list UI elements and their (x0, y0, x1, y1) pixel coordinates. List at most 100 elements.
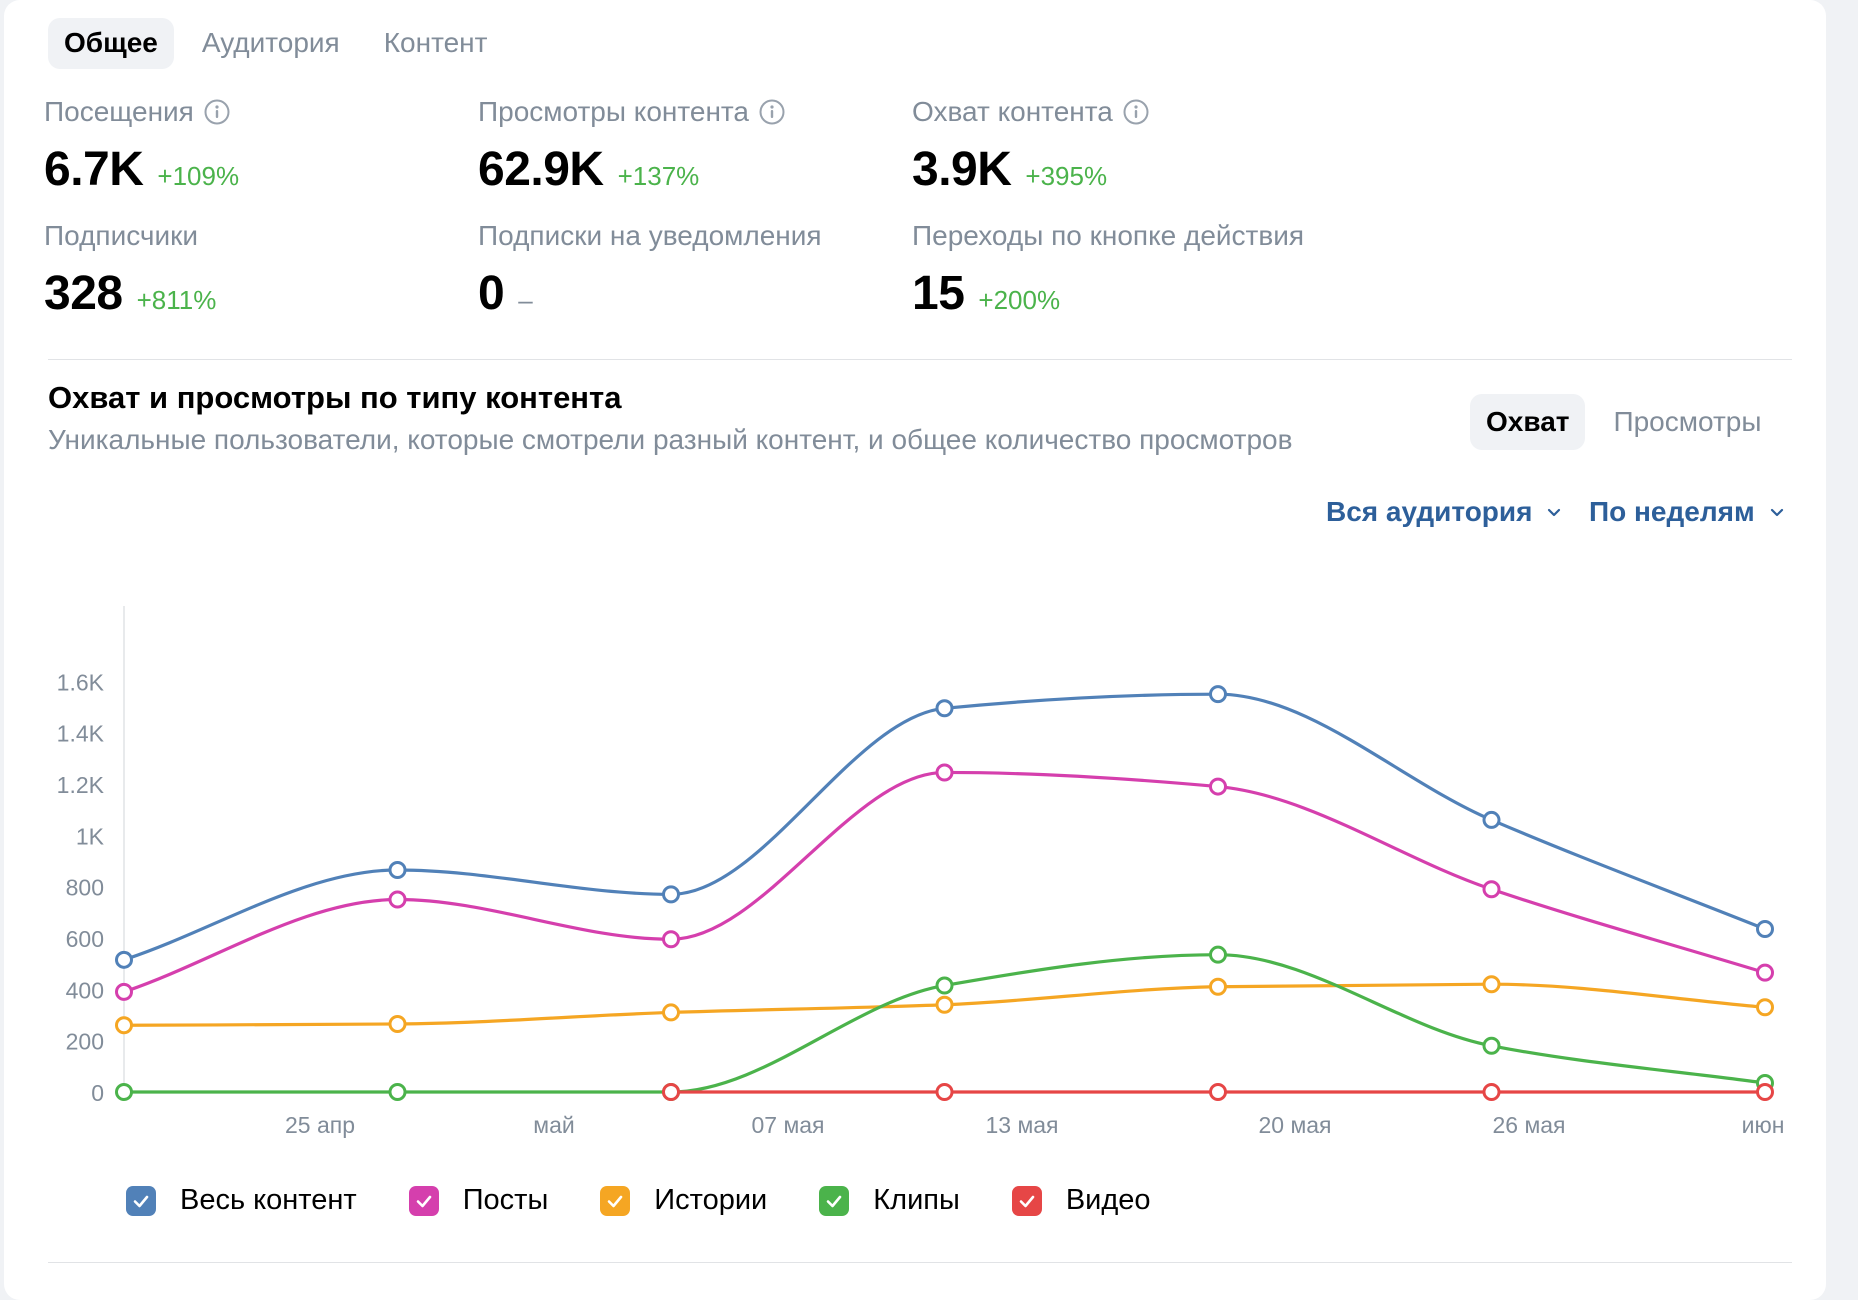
data-point (1209, 685, 1227, 704)
x-tick-label: 26 мая (1492, 1112, 1565, 1138)
data-point (935, 699, 954, 718)
data-point (662, 1083, 680, 1101)
metric-content-views: Просмотры контента 62.9K +137% (478, 96, 785, 197)
chevron-down-icon (1548, 508, 1561, 517)
audience-dropdown[interactable]: Вся аудитория (1326, 496, 1562, 528)
tab-general[interactable]: Общее (48, 18, 174, 69)
data-point (935, 995, 954, 1014)
info-icon[interactable] (759, 99, 785, 125)
section-title: Охват и просмотры по типу контента (48, 380, 622, 415)
legend-label: Весь контент (180, 1184, 357, 1216)
x-tick-label: май (533, 1112, 574, 1138)
checkbox[interactable] (600, 1185, 631, 1216)
legend-item-all-content[interactable]: Весь контент (126, 1184, 357, 1217)
metric-delta: +811% (136, 285, 217, 315)
series-line-1 (122, 770, 1767, 994)
check-icon (1019, 1195, 1035, 1207)
metric-value: 3.9K (912, 143, 1012, 196)
bottom-divider (48, 1262, 1792, 1263)
checkbox[interactable] (1011, 1185, 1042, 1216)
legend-item-stories[interactable]: Истории (600, 1184, 767, 1217)
legend-item-posts[interactable]: Посты (408, 1184, 549, 1217)
metric-delta: – (518, 285, 533, 315)
data-point (1209, 777, 1227, 796)
line-chart: 0 200 400 600 800 1K 1.2K 1.4K 1.6K 25 апр май 07 м… (57, 606, 1785, 1138)
metric-label: Переходы по кнопке действия (912, 220, 1305, 251)
metric-value: 6.7K (44, 143, 144, 196)
data-point (1209, 977, 1227, 996)
check-icon (416, 1195, 431, 1207)
y-tick-label: 600 (66, 926, 104, 952)
data-point (1482, 1036, 1501, 1055)
data-point (115, 982, 133, 1001)
legend-item-clips[interactable]: Клипы (819, 1184, 960, 1217)
divider (48, 359, 1792, 360)
legend-label: Клипы (873, 1184, 960, 1216)
info-icon[interactable] (1123, 99, 1149, 125)
y-tick-label: 800 (66, 875, 104, 901)
tab-audience[interactable]: Аудитория (201, 27, 340, 58)
checkbox[interactable] (408, 1185, 439, 1216)
data-point (1756, 1083, 1774, 1101)
y-tick-label: 1K (76, 823, 105, 849)
metric-visits: Посещения 6.7K +109% (44, 96, 239, 197)
check-icon (607, 1195, 623, 1207)
metric-label: Подписчики (44, 220, 199, 251)
data-point (1756, 998, 1774, 1017)
info-icon[interactable] (204, 99, 230, 125)
metric-label: Подписки на уведомления (478, 220, 822, 251)
period-dropdown[interactable]: По неделям (1589, 496, 1785, 528)
data-point (1209, 945, 1227, 964)
x-tick-label: 20 мая (1258, 1112, 1331, 1138)
checkbox[interactable] (126, 1185, 156, 1216)
checkbox[interactable] (819, 1185, 850, 1216)
metric-action-button-clicks: Переходы по кнопке действия 15 +200% (912, 220, 1304, 321)
metric-delta: +109% (157, 161, 240, 191)
top-tabs: Общее Аудитория Контент (48, 18, 515, 69)
y-tick-label: 400 (66, 977, 104, 1003)
x-tick-label: июн (1742, 1112, 1785, 1138)
audience-dropdown-label: Вся аудитория (1326, 496, 1533, 527)
tab-content[interactable]: Контент (383, 27, 488, 58)
analytics-card: Общее Аудитория Контент Посещения 6.7K +… (4, 0, 1826, 1300)
y-tick-label: 0 (91, 1080, 104, 1106)
metric-value: 0 (478, 267, 505, 320)
data-point (662, 885, 680, 904)
segment-reach[interactable]: Охват (1470, 394, 1586, 450)
data-point (935, 976, 954, 995)
check-icon (133, 1195, 149, 1207)
legend-item-video[interactable]: Видео (1011, 1184, 1151, 1217)
period-dropdown-label: По неделям (1589, 496, 1755, 527)
segment-views[interactable]: Просмотры (1613, 406, 1762, 437)
metric-subscribers: Подписчики 328 +811% (44, 220, 216, 321)
data-point (1482, 1083, 1501, 1101)
data-point (115, 950, 133, 969)
metric-label: Просмотры контента (478, 96, 750, 127)
y-tick-label: 1.6K (57, 669, 105, 695)
data-point (662, 1003, 680, 1022)
metric-delta: +395% (1025, 161, 1108, 191)
metric-delta: +137% (617, 161, 700, 191)
data-point (1209, 1083, 1227, 1101)
data-point (1756, 963, 1774, 982)
section-subtitle: Уникальные пользователи, которые смотрел… (48, 424, 1293, 455)
legend-label: Видео (1065, 1184, 1151, 1216)
metric-label: Посещения (44, 96, 194, 127)
data-point (1482, 975, 1501, 994)
data-point (388, 1014, 407, 1033)
data-point (935, 763, 954, 782)
metric-notification-subscriptions: Подписки на уведомления 0 – (478, 220, 822, 321)
series-line-0 (122, 692, 1767, 962)
x-tick-label: 13 мая (985, 1112, 1058, 1138)
data-point (388, 890, 407, 909)
data-point (1482, 880, 1501, 899)
chevron-down-icon (1770, 508, 1783, 517)
x-tick-label: 07 мая (751, 1112, 824, 1138)
metric-value: 328 (44, 267, 123, 320)
data-point (388, 860, 407, 879)
data-point (1482, 810, 1501, 829)
metric-switch: Охват Просмотры (1470, 394, 1789, 450)
chart-legend: Весь контент Посты Истории Клипы Видео (126, 1184, 1203, 1217)
legend-label: Посты (462, 1184, 549, 1216)
legend-label: Истории (654, 1184, 768, 1216)
